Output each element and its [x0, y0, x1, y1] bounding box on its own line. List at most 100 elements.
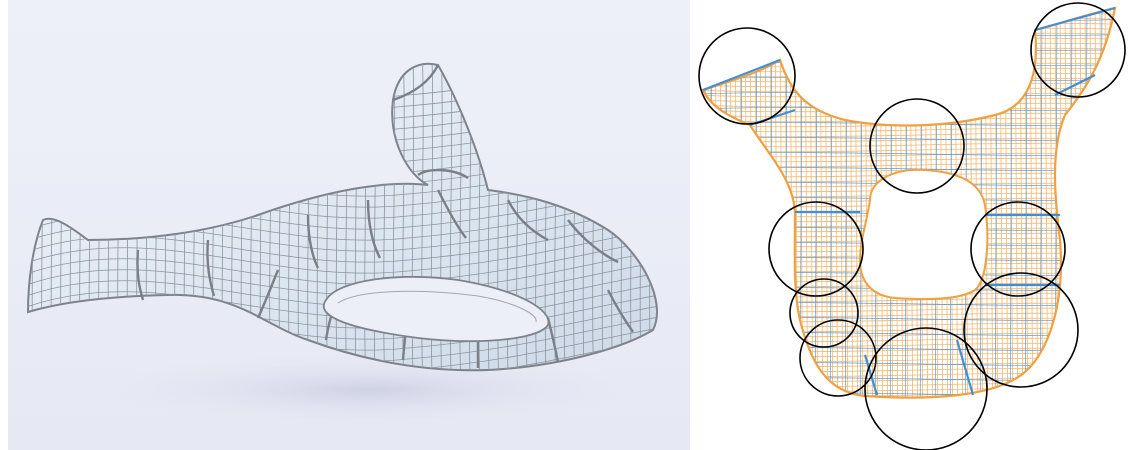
mesh-line: [703, 147, 1115, 153]
mesh-line: [784, 8, 788, 398]
render-panel: [8, 0, 690, 450]
mesh-line: [703, 12, 1115, 18]
render-svg: [8, 0, 690, 450]
mesh-line: [1104, 8, 1109, 398]
parameterization-panel: [695, 0, 1139, 450]
mesh-line: [703, 107, 1115, 111]
mesh-line: [695, 0, 698, 450]
mesh-line: [809, 8, 814, 398]
mesh-line: [703, 72, 1115, 78]
mesh-line: [703, 37, 1115, 43]
mesh-line: [703, 127, 1115, 133]
parameterization-svg: [695, 0, 1139, 450]
mesh-line: [789, 8, 794, 398]
hole-rim-line: [337, 290, 537, 323]
mesh-line: [695, 438, 1139, 441]
mesh-line: [1130, 0, 1133, 450]
highlight-circles: [698, 2, 1126, 450]
mesh-line: [1074, 8, 1079, 398]
highlight-circle: [789, 278, 859, 348]
mesh-line: [989, 8, 994, 398]
mesh-line: [719, 8, 724, 398]
mesh-line: [1130, 0, 1132, 450]
mesh-line: [1019, 8, 1024, 398]
mesh-line: [421, 63, 425, 371]
mesh-line: [739, 8, 744, 398]
mesh-line: [734, 8, 739, 398]
mesh-line: [430, 63, 434, 371]
mesh-line: [1099, 8, 1103, 398]
mesh-line: [1014, 8, 1019, 398]
mesh-line: [709, 8, 713, 398]
mesh-line: [703, 372, 1115, 378]
mesh-line: [804, 8, 809, 398]
mesh-line: [834, 8, 839, 398]
mesh-line: [703, 8, 1115, 13]
mesh-line: [754, 8, 758, 398]
mesh-line: [704, 8, 709, 398]
mesh-line: [703, 162, 1115, 168]
mesh-hole: [323, 276, 550, 342]
mesh-line: [1089, 8, 1094, 398]
mesh-line: [695, 428, 1139, 431]
ground-shadow: [68, 350, 668, 430]
highlight-circle: [869, 98, 965, 194]
mesh-line: [1079, 8, 1084, 398]
mesh-line: [695, 443, 1139, 446]
highlight-circle: [864, 327, 988, 450]
mesh-line: [824, 8, 829, 398]
mesh-line: [1099, 8, 1104, 398]
mesh-line: [703, 57, 1115, 63]
mesh-line: [739, 8, 743, 398]
highlight-circle: [1030, 2, 1126, 98]
mesh-line: [695, 418, 1139, 421]
mesh-line: [411, 63, 415, 371]
mesh-line: [703, 367, 1115, 373]
mesh-line: [703, 22, 1115, 28]
mesh-line: [1135, 0, 1138, 450]
mesh-line: [703, 87, 1115, 93]
highlight-circle: [768, 201, 864, 297]
mesh-line: [695, 438, 1139, 441]
mesh-line: [1114, 8, 1115, 398]
mesh-line: [724, 8, 728, 398]
highlight-circle: [970, 201, 1066, 297]
mesh-line: [744, 8, 749, 398]
mesh-line: [1125, 0, 1128, 450]
mesh-line: [814, 8, 819, 398]
mesh-line: [695, 408, 1139, 411]
highlight-circle: [698, 27, 796, 125]
mesh-line: [1049, 8, 1054, 398]
mesh-line: [839, 8, 844, 398]
mesh-line: [849, 8, 854, 398]
mesh-line: [1044, 8, 1049, 398]
mesh-line: [703, 42, 1115, 48]
mesh-line: [695, 413, 1139, 416]
mesh-line: [695, 433, 1139, 436]
mesh-line: [695, 423, 1139, 426]
hole-outline: [858, 168, 989, 301]
mesh-line: [819, 8, 824, 398]
mesh-line: [703, 112, 1115, 118]
mesh-line: [695, 0, 697, 450]
highlight-circle: [963, 272, 1079, 388]
mesh-line: [784, 8, 789, 398]
mesh-line: [695, 0, 1139, 2]
mesh-line: [799, 8, 804, 398]
mesh-line: [1109, 8, 1114, 398]
mesh-line: [749, 8, 754, 398]
mesh-line: [1114, 8, 1115, 398]
mesh-line: [1024, 8, 1029, 398]
mesh-line: [1029, 8, 1034, 398]
mesh-line: [1064, 8, 1069, 398]
mesh-line: [724, 8, 729, 398]
mesh-line: [714, 8, 719, 398]
mesh-line: [703, 387, 1115, 393]
mesh-line: [709, 8, 714, 398]
mesh-line: [729, 8, 734, 398]
mesh-line: [703, 157, 1115, 163]
mesh-line: [440, 63, 444, 371]
mesh-line: [703, 382, 1115, 388]
mesh-line: [703, 132, 1115, 138]
